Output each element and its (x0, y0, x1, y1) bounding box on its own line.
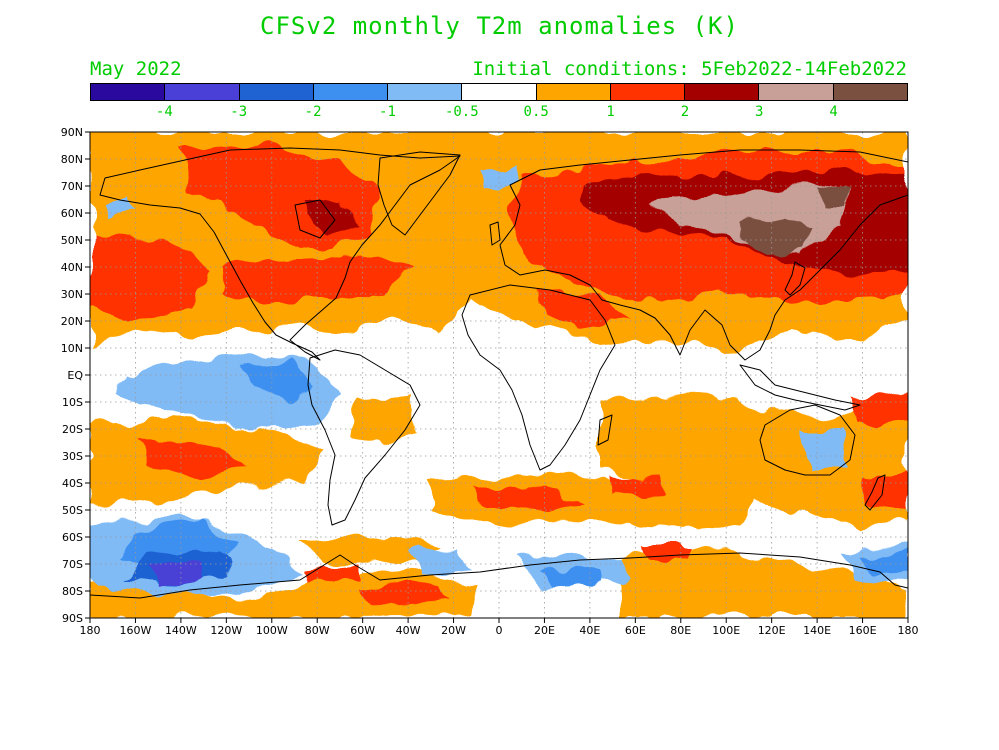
latitude-ticks: 90N 80N 70N 60N 50N 40N 30N 20N 10N EQ 10S 20S 30S 40… (61, 126, 90, 625)
uk-coast (489, 221, 501, 246)
legend-label: -2 (304, 104, 322, 120)
lat-label: 60S (62, 531, 83, 544)
lon-label: 160W (120, 624, 152, 637)
lat-label: 30S (62, 450, 83, 463)
legend-swatch (313, 84, 389, 100)
japan-coast (784, 261, 806, 296)
lat-label: 20S (62, 423, 83, 436)
color-legend-labels: -4 -3 -2 -1 -0.5 0.5 1 2 3 4 (90, 104, 908, 122)
lon-label: 60W (350, 624, 375, 637)
lat-label: 60N (61, 207, 83, 220)
madagascar-coast (597, 414, 613, 446)
lat-label: 10S (62, 396, 83, 409)
lat-label: 50N (61, 234, 83, 247)
lon-label: 40W (396, 624, 421, 637)
lon-label: 100W (256, 624, 288, 637)
south-america-coast (307, 349, 421, 526)
lat-label: 10N (61, 342, 83, 355)
lat-label: 90N (61, 126, 83, 139)
legend-swatch (165, 84, 240, 100)
lat-label: 70S (62, 558, 83, 571)
australia-coast (759, 404, 856, 476)
se-asia-islands (739, 364, 861, 411)
north-america-coast (99, 147, 461, 361)
legend-swatch (239, 84, 314, 100)
legend-swatch (91, 84, 166, 100)
lat-label: 50S (62, 504, 83, 517)
legend-label: 2 (680, 104, 690, 120)
lon-label: 20E (534, 624, 555, 637)
lon-label: 0 (496, 624, 503, 637)
legend-label: -3 (230, 104, 248, 120)
legend-label: -4 (155, 104, 173, 120)
legend-label: -0.5 (444, 104, 479, 120)
lat-label: 90S (62, 612, 83, 625)
legend-label: 4 (829, 104, 838, 120)
lat-label: 40S (62, 477, 83, 490)
hudson-bay-coast (294, 199, 336, 239)
lon-label: 60E (625, 624, 646, 637)
legend-label: 0.5 (523, 104, 549, 120)
new-zealand-coast (864, 474, 886, 511)
lon-label: 80W (305, 624, 330, 637)
valid-month-label: May 2022 (90, 58, 182, 80)
africa-coast (461, 284, 616, 471)
legend-swatch (833, 84, 907, 100)
lon-label: 180 (898, 624, 919, 637)
lon-label: 160E (849, 624, 877, 637)
lat-label: 30N (61, 288, 83, 301)
map-title: CFSv2 monthly T2m anomalies (K) (260, 12, 739, 40)
lon-label: 180 (80, 624, 101, 637)
legend-label: -1 (379, 104, 396, 120)
legend-swatch (536, 84, 611, 100)
lon-label: 100E (712, 624, 740, 637)
lat-label: 80S (62, 585, 83, 598)
initial-conditions-label: Initial conditions: 5Feb2022-14Feb2022 (472, 58, 907, 80)
coastlines (90, 147, 908, 599)
lon-label: 140W (165, 624, 197, 637)
legend-label: 1 (606, 104, 615, 120)
lat-label: 40N (61, 261, 83, 274)
eurasia-coast (499, 149, 908, 361)
lat-label: 70N (61, 180, 83, 193)
lon-label: 80E (670, 624, 691, 637)
lon-label: 20W (441, 624, 466, 637)
legend-swatch (610, 84, 686, 100)
legend-swatch (388, 84, 463, 100)
legend-label: 3 (755, 104, 764, 120)
graticule (90, 132, 908, 618)
lon-label: 120E (758, 624, 786, 637)
legend-swatch (462, 84, 537, 100)
antarctica-coast (90, 552, 908, 599)
lon-label: 120W (210, 624, 242, 637)
lat-label: 20N (61, 315, 83, 328)
lon-label: 140E (803, 624, 831, 637)
color-legend (90, 83, 908, 101)
lat-label: 80N (61, 153, 83, 166)
lon-label: 40E (579, 624, 600, 637)
lat-label: EQ (67, 369, 83, 382)
longitude-ticks: 180 160W 140W 120W 100W 80W 60W 40W 20W 0 20E 40E 60… (80, 618, 919, 637)
legend-swatch (685, 84, 760, 100)
greenland-coast (377, 151, 461, 236)
legend-swatch (759, 84, 834, 100)
